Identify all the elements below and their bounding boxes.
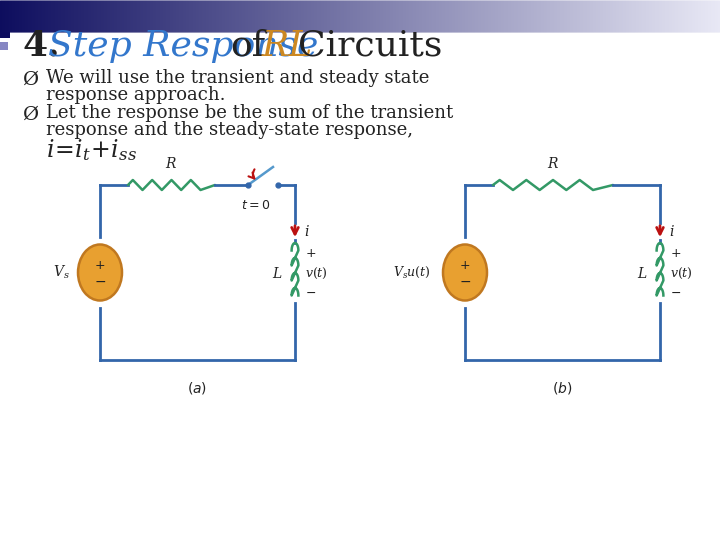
Text: $+$: $+$ xyxy=(459,259,471,272)
Text: $-$: $-$ xyxy=(459,273,471,287)
Text: We will use the transient and steady state: We will use the transient and steady sta… xyxy=(46,69,429,87)
Ellipse shape xyxy=(78,245,122,300)
Bar xyxy=(0,42,8,50)
Text: 4.: 4. xyxy=(22,29,60,63)
Text: response approach.: response approach. xyxy=(46,86,225,104)
Text: $+$: $+$ xyxy=(670,247,681,260)
Text: $-$: $-$ xyxy=(305,286,316,299)
Text: $R$: $R$ xyxy=(547,156,559,171)
Text: Ø: Ø xyxy=(22,106,38,124)
Text: of: of xyxy=(230,29,265,63)
Text: $V_s$: $V_s$ xyxy=(53,264,70,281)
Text: $+$: $+$ xyxy=(94,259,106,272)
Text: $L$: $L$ xyxy=(637,266,648,280)
Text: RL: RL xyxy=(262,29,313,63)
Text: $-$: $-$ xyxy=(94,273,106,287)
Text: response and the steady-state response,: response and the steady-state response, xyxy=(46,121,413,139)
Text: Step Response: Step Response xyxy=(48,29,318,63)
Text: Ø: Ø xyxy=(22,71,38,89)
Text: $-$: $-$ xyxy=(670,286,681,299)
Text: $L$: $L$ xyxy=(272,266,283,280)
Text: $(b)$: $(b)$ xyxy=(552,380,572,396)
Text: $t=0$: $t=0$ xyxy=(241,199,271,212)
Text: $R$: $R$ xyxy=(165,156,177,171)
Text: $i$: $i$ xyxy=(304,224,310,239)
Text: $+$: $+$ xyxy=(305,247,316,260)
Bar xyxy=(0,28,10,38)
Ellipse shape xyxy=(443,245,487,300)
Text: Circuits: Circuits xyxy=(298,29,442,63)
Text: $i\!=\!i_t\!+\!i_{ss}$: $i\!=\!i_t\!+\!i_{ss}$ xyxy=(46,137,137,163)
Text: Let the response be the sum of the transient: Let the response be the sum of the trans… xyxy=(46,104,454,122)
Text: $V_s u(t)$: $V_s u(t)$ xyxy=(393,265,431,280)
Text: $i$: $i$ xyxy=(669,224,675,239)
Text: $v(t)$: $v(t)$ xyxy=(670,266,693,281)
Text: $(a)$: $(a)$ xyxy=(187,380,207,396)
Text: $v(t)$: $v(t)$ xyxy=(305,266,328,281)
